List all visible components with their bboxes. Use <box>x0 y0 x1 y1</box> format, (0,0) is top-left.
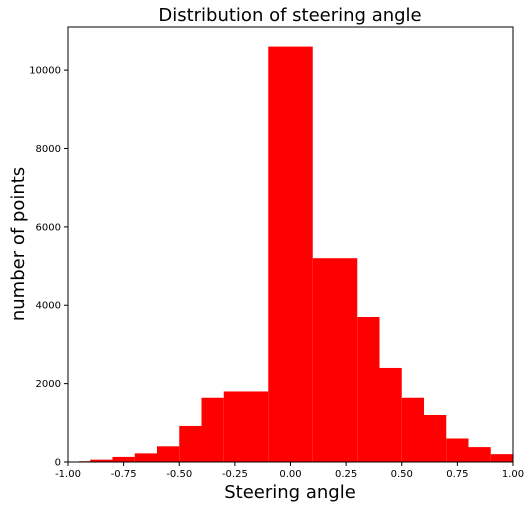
histogram-bar-16 <box>424 414 447 462</box>
y-axis-ticks: 0 2000 4000 6000 8000 10000 <box>29 66 68 469</box>
histogram-bar-18 <box>468 447 491 462</box>
x-axis-label: Steering angle <box>224 482 356 503</box>
histogram-bar-6 <box>179 425 202 462</box>
chart-title: Distribution of steering angle <box>158 5 421 26</box>
x-tick-label: -0.25 <box>222 469 248 480</box>
x-tick-label: -0.50 <box>166 469 192 480</box>
y-tick-label: 10000 <box>29 66 61 77</box>
histogram-bar-11 <box>312 258 335 462</box>
histogram-bar-19 <box>490 454 513 462</box>
x-tick-label: 0.75 <box>446 469 468 480</box>
y-tick-label: 0 <box>55 458 61 469</box>
histogram-bar-5 <box>157 446 180 462</box>
x-tick-label: -1.00 <box>55 469 81 480</box>
y-tick-label: 4000 <box>36 301 61 312</box>
y-tick-label: 8000 <box>36 144 61 155</box>
histogram-bar-15 <box>401 397 424 462</box>
x-tick-label: 0.25 <box>335 469 357 480</box>
histogram-bar-12 <box>335 258 358 462</box>
histogram-bar-10 <box>268 46 313 462</box>
x-tick-label: 0.50 <box>391 469 413 480</box>
bars-group <box>68 46 513 462</box>
y-tick-label: 2000 <box>36 379 61 390</box>
histogram-bar-13 <box>357 317 380 462</box>
histogram-bar-14 <box>379 367 402 462</box>
histogram-bar-9 <box>246 391 269 462</box>
histogram-bar-4 <box>134 453 157 462</box>
y-axis-label: number of points <box>8 167 29 321</box>
histogram-bar-8 <box>223 391 246 462</box>
histogram-bar-7 <box>201 397 224 462</box>
histogram-bar-2 <box>90 459 113 462</box>
x-tick-label: 1.00 <box>502 469 524 480</box>
x-tick-label: -0.75 <box>111 469 137 480</box>
x-tick-label: 0.00 <box>279 469 301 480</box>
x-axis-ticks: -1.00 -0.75 -0.50 -0.25 0.00 0.25 0.50 0.75 1.00 <box>55 462 524 480</box>
histogram-bar-3 <box>112 456 135 462</box>
y-tick-label: 6000 <box>36 222 61 233</box>
histogram-bar-17 <box>446 438 469 462</box>
